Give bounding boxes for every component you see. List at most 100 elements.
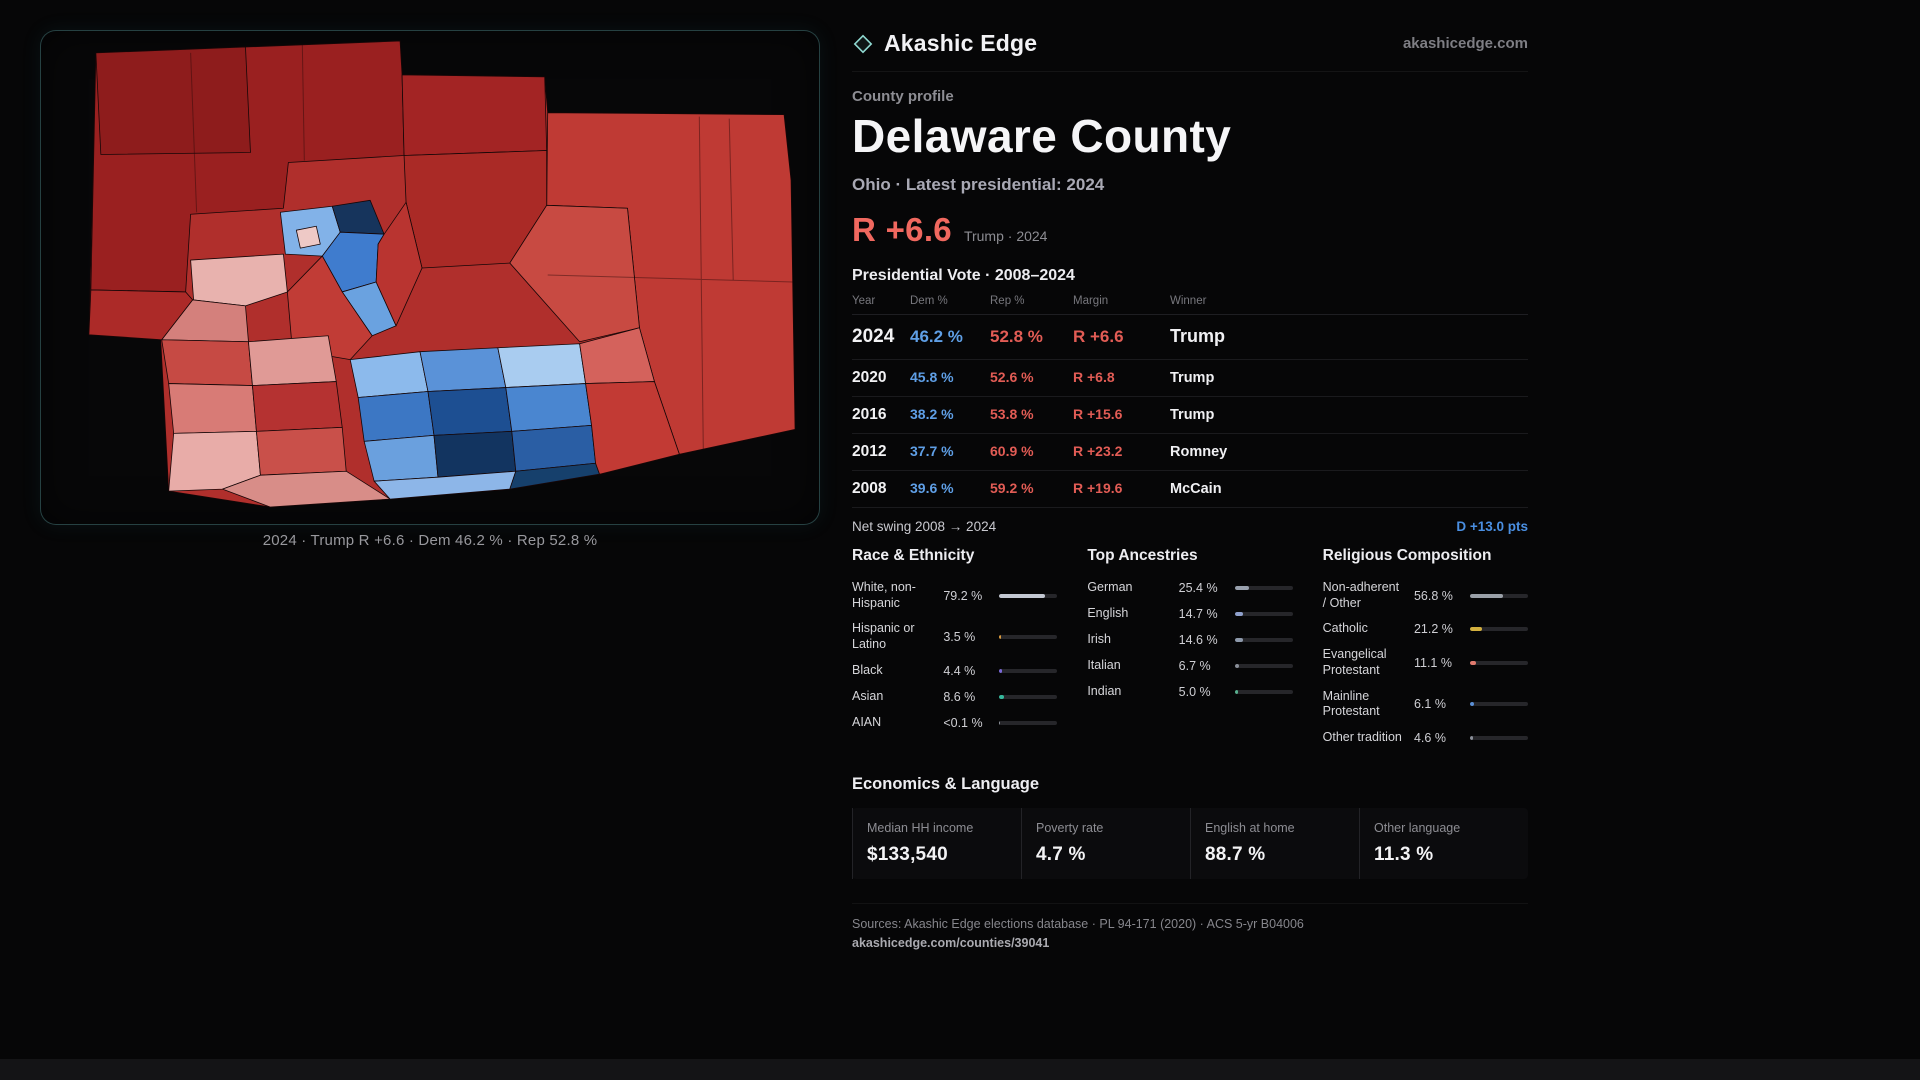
section-title: Top Ancestries	[1087, 547, 1198, 564]
demo-label: Indian	[1087, 684, 1122, 699]
demo-bar-fill	[999, 694, 1005, 699]
dem-pct: 46.2 %	[910, 327, 963, 346]
demo-row: Catholic 21.2 %	[1323, 616, 1528, 642]
rep-pct: 53.8 %	[990, 406, 1034, 422]
year: 2020	[852, 369, 887, 386]
page-title: Delaware County	[852, 110, 1232, 162]
demo-label: German	[1087, 580, 1133, 595]
demo-bar-track	[1234, 664, 1293, 668]
top-ancestries-section: Top Ancestries German 25.4 % English 14.…	[1087, 547, 1293, 751]
demo-label: Hispanic or Latino	[852, 621, 915, 651]
county-permalink[interactable]: akashicedge.com/counties/39041	[852, 935, 1050, 950]
headline-context: Trump · 2024	[963, 228, 1048, 244]
demo-value: 56.8 %	[1413, 588, 1453, 603]
margin: R +23.2	[1073, 443, 1123, 459]
col-dem: Dem %	[910, 295, 948, 307]
demo-value: 8.6 %	[943, 689, 976, 704]
demo-bar-fill	[1469, 627, 1483, 632]
net-swing-label: Net swing 2008 → 2024	[852, 519, 997, 534]
demo-bar-fill	[999, 668, 1002, 673]
stat-value: 11.3 %	[1374, 843, 1434, 865]
headline-margin: R +6.6	[852, 211, 952, 248]
stat-label: Median HH income	[867, 820, 974, 835]
col-rep: Rep %	[990, 295, 1025, 307]
economics-title: Economics & Language	[852, 774, 1040, 793]
demo-row: Other tradition 4.6 %	[1323, 725, 1528, 751]
demo-row: Italian 6.7 %	[1087, 653, 1293, 679]
demo-bar-track	[1469, 627, 1528, 632]
demo-value: 21.2 %	[1413, 622, 1453, 637]
col-margin: Margin	[1073, 295, 1109, 307]
demo-row: German 25.4 %	[1087, 575, 1293, 601]
dem-pct: 38.2 %	[910, 406, 954, 422]
demo-label: Other tradition	[1322, 729, 1402, 744]
demo-bar-track	[1469, 735, 1528, 740]
religious-composition-section: Religious Composition Non-adherent / Oth…	[1323, 547, 1528, 751]
demo-label: Asian	[852, 688, 884, 703]
winner: Romney	[1170, 444, 1228, 460]
demo-bar-fill	[1469, 660, 1477, 665]
demo-bar-track	[999, 720, 1058, 725]
demo-label: White, non-Hispanic	[852, 580, 916, 610]
demo-row: Asian 8.6 %	[852, 684, 1058, 710]
vote-table-title: Presidential Vote · 2008–2024	[852, 267, 1075, 284]
margin: R +6.6	[1073, 327, 1124, 346]
stat-value: 4.7 %	[1036, 843, 1086, 865]
stat-other-language: Other language 11.3 %	[1359, 807, 1528, 879]
rep-pct: 52.6 %	[990, 369, 1034, 385]
demo-bar-track	[1234, 690, 1293, 694]
rep-pct: 52.8 %	[990, 327, 1043, 346]
demo-bar-track	[999, 634, 1058, 639]
demo-value: 14.7 %	[1178, 607, 1218, 621]
winner: Trump	[1170, 407, 1215, 423]
demo-row: Irish 14.6 %	[1087, 627, 1293, 653]
year: 2012	[852, 443, 887, 460]
demographics-section: Race & Ethnicity White, non-Hispanic 79.…	[852, 547, 1528, 751]
subtitle: Ohio · Latest presidential: 2024	[852, 175, 1105, 194]
section-title: Race & Ethnicity	[852, 547, 975, 564]
demo-bar-track	[1234, 612, 1293, 616]
demo-label: Evangelical Protestant	[1322, 647, 1387, 677]
margin: R +6.8	[1073, 369, 1115, 385]
presidential-vote-table: Year Dem % Rep % Margin Winner 2024 46.2…	[852, 285, 1528, 508]
vote-row-2024: 2024 46.2 % 52.8 % R +6.6 Trump	[852, 315, 1528, 360]
header: Akashic Edge akashicedge.com	[852, 24, 1528, 72]
demo-value: 25.4 %	[1178, 581, 1218, 595]
demo-bar-fill	[1469, 735, 1473, 740]
site-link[interactable]: akashicedge.com	[1402, 35, 1528, 52]
year: 2008	[852, 480, 887, 497]
winner: McCain	[1170, 481, 1222, 497]
stat-label: Poverty rate	[1036, 820, 1104, 835]
brand-name: Akashic Edge	[884, 30, 1038, 56]
vote-table-header: Year Dem % Rep % Margin Winner	[852, 285, 1528, 315]
demo-value: 6.7 %	[1178, 659, 1211, 673]
year: 2016	[852, 406, 887, 423]
kicker: County profile	[852, 88, 954, 105]
margin: R +15.6	[1073, 406, 1123, 422]
demo-label: Mainline Protestant	[1322, 688, 1380, 719]
diamond-logo-icon	[853, 34, 873, 53]
stat-label: Other language	[1374, 820, 1461, 835]
race-ethnicity-section: Race & Ethnicity White, non-Hispanic 79.…	[852, 547, 1058, 751]
dem-pct: 37.7 %	[910, 443, 954, 459]
demo-row: Hispanic or Latino 3.5 %	[852, 616, 1058, 657]
dem-pct: 45.8 %	[910, 369, 954, 385]
demo-label: Irish	[1087, 632, 1111, 647]
vote-row-2020: 2020 45.8 % 52.6 % R +6.8 Trump	[852, 360, 1528, 397]
demo-bar-fill	[1234, 612, 1244, 616]
demo-value: 79.2 %	[943, 588, 983, 603]
demo-bar-fill	[999, 593, 1046, 598]
demo-label: AIAN	[852, 714, 882, 729]
precinct-map-panel	[40, 30, 820, 525]
county-profile-panel: Akashic Edge akashicedge.com County prof…	[852, 24, 1528, 952]
demo-bar-track	[999, 593, 1058, 598]
demo-bar-fill	[1234, 664, 1239, 668]
headline-margin-row: R +6.6 Trump · 2024	[852, 211, 1528, 249]
demo-bar-fill	[1234, 690, 1238, 694]
section-title: Religious Composition	[1322, 547, 1492, 564]
demo-row: White, non-Hispanic 79.2 %	[852, 575, 1058, 616]
winner: Trump	[1170, 370, 1215, 386]
stat-value: 88.7 %	[1205, 843, 1266, 865]
demo-label: Italian	[1087, 658, 1121, 673]
vote-row-2008: 2008 39.6 % 59.2 % R +19.6 McCain	[852, 471, 1528, 508]
